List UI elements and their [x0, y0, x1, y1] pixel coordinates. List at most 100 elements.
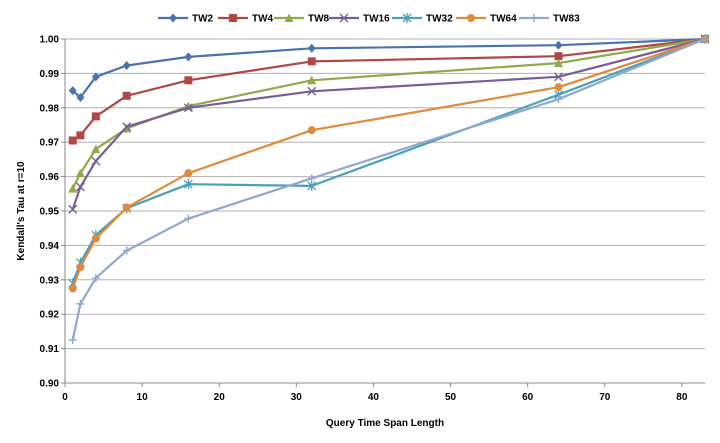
- x-tick-label: 0: [62, 392, 68, 403]
- data-point-tw2: [554, 40, 563, 50]
- x-tick-label: 60: [522, 392, 534, 403]
- x-tick-label: 70: [599, 392, 611, 403]
- data-point-tw2: [122, 60, 131, 70]
- y-tick-label: 0.93: [40, 275, 60, 286]
- legend-label-tw32: TW32: [426, 14, 453, 25]
- legend-label-tw16: TW16: [363, 14, 390, 25]
- series-tw32: [68, 34, 710, 289]
- series-tw83: [68, 35, 709, 344]
- y-tick-label: 0.90: [40, 379, 60, 390]
- data-point-tw16: [91, 156, 101, 166]
- data-point-tw8: [91, 144, 101, 154]
- data-point-tw83: [91, 274, 100, 283]
- y-tick-label: 0.98: [40, 103, 60, 114]
- x-tick-label: 30: [291, 392, 303, 403]
- data-point-tw64: [76, 263, 85, 272]
- data-point-tw4: [91, 112, 100, 121]
- series-tw64: [68, 35, 709, 293]
- x-tick-label: 50: [445, 392, 457, 403]
- legend-marker-tw64: [467, 14, 475, 22]
- data-point-tw83: [76, 299, 85, 308]
- data-point-tw83: [184, 214, 193, 223]
- legend-marker-tw4: [229, 14, 237, 22]
- legend-label-tw83: TW83: [553, 14, 580, 25]
- data-point-tw64: [554, 83, 563, 92]
- x-tick-label: 20: [214, 392, 226, 403]
- legend-item-tw16: TW16: [329, 14, 390, 25]
- data-point-tw64: [91, 234, 100, 243]
- data-point-tw8: [553, 58, 563, 68]
- data-point-tw16: [307, 86, 317, 96]
- grid-lines: [65, 38, 705, 384]
- data-point-tw2: [184, 52, 193, 62]
- y-tick-label: 0.96: [40, 172, 60, 183]
- legend-item-tw4: TW4: [218, 14, 274, 25]
- data-point-tw83: [554, 95, 563, 104]
- data-point-tw83: [68, 336, 77, 344]
- data-point-tw2: [68, 86, 77, 96]
- y-tick-label: 0.99: [40, 69, 60, 80]
- data-point-tw16: [553, 72, 563, 82]
- series-line-tw32: [71, 37, 706, 284]
- series-group: [68, 34, 710, 344]
- data-point-tw16: [183, 103, 193, 113]
- data-point-tw2: [76, 92, 85, 102]
- data-point-tw83: [307, 174, 316, 183]
- legend-label-tw4: TW4: [252, 14, 274, 25]
- legend-item-tw32: TW32: [392, 13, 453, 25]
- data-point-tw64: [307, 126, 316, 135]
- y-tick-label: 0.95: [40, 207, 60, 218]
- y-tick-label: 0.94: [40, 241, 60, 252]
- data-point-tw32: [183, 179, 193, 190]
- data-point-tw64: [122, 203, 131, 212]
- data-point-tw4: [307, 57, 316, 66]
- legend-item-tw83: TW83: [519, 14, 580, 25]
- data-point-tw2: [91, 72, 100, 82]
- y-tick-label: 0.92: [40, 310, 60, 321]
- legend-item-tw8: TW8: [274, 13, 330, 25]
- series-tw8: [68, 34, 710, 193]
- legend-item-tw64: TW64: [456, 14, 517, 25]
- legend-marker-tw8: [284, 13, 294, 22]
- legend: TW2 TW4 TW8 TW16 TW32 TW64 TW83: [158, 13, 580, 25]
- data-point-tw4: [554, 52, 563, 61]
- series-line-tw2: [71, 37, 706, 99]
- data-point-tw16: [75, 182, 85, 192]
- legend-marker-tw83: [530, 14, 538, 22]
- y-tick-label: 0.91: [40, 344, 60, 355]
- data-point-tw4: [68, 136, 77, 145]
- data-point-tw4: [122, 91, 131, 100]
- data-point-tw4: [76, 131, 85, 140]
- data-point-tw16: [122, 122, 132, 132]
- x-axis-title: Query Time Span Length: [326, 418, 444, 429]
- data-point-tw83: [122, 246, 131, 255]
- data-point-tw83: [701, 35, 709, 43]
- data-point-tw64: [184, 169, 193, 178]
- series-line-tw83: [71, 37, 706, 341]
- data-point-tw64: [68, 284, 77, 293]
- legend-marker-tw2: [169, 13, 177, 23]
- data-point-tw8: [75, 168, 85, 178]
- legend-item-tw2: TW2: [158, 13, 214, 25]
- x-tick-label: 10: [137, 392, 149, 403]
- series-tw4: [68, 35, 709, 145]
- tick-labels: 0.90 0.91 0.92 0.93 0.94 0.95 0.96 0.97 0.98 0.99…: [40, 35, 688, 404]
- legend-marker-tw32: [402, 13, 412, 23]
- data-point-tw8: [307, 75, 317, 85]
- data-point-tw2: [307, 43, 316, 53]
- legend-label-tw8: TW8: [308, 14, 330, 25]
- y-tick-label: 1.00: [40, 35, 60, 46]
- series-line-tw16: [71, 37, 706, 210]
- series-line-tw64: [71, 37, 706, 289]
- y-tick-label: 0.97: [40, 138, 60, 149]
- legend-label-tw2: TW2: [192, 14, 214, 25]
- data-point-tw16: [68, 204, 78, 214]
- legend-marker-tw16: [339, 13, 349, 23]
- x-tick-label: 80: [676, 392, 688, 403]
- y-axis-title: Kendall's Tau at r=10: [16, 161, 27, 261]
- axes: [61, 38, 705, 387]
- legend-label-tw64: TW64: [490, 14, 517, 25]
- x-tick-label: 40: [368, 392, 380, 403]
- data-point-tw32: [307, 180, 317, 191]
